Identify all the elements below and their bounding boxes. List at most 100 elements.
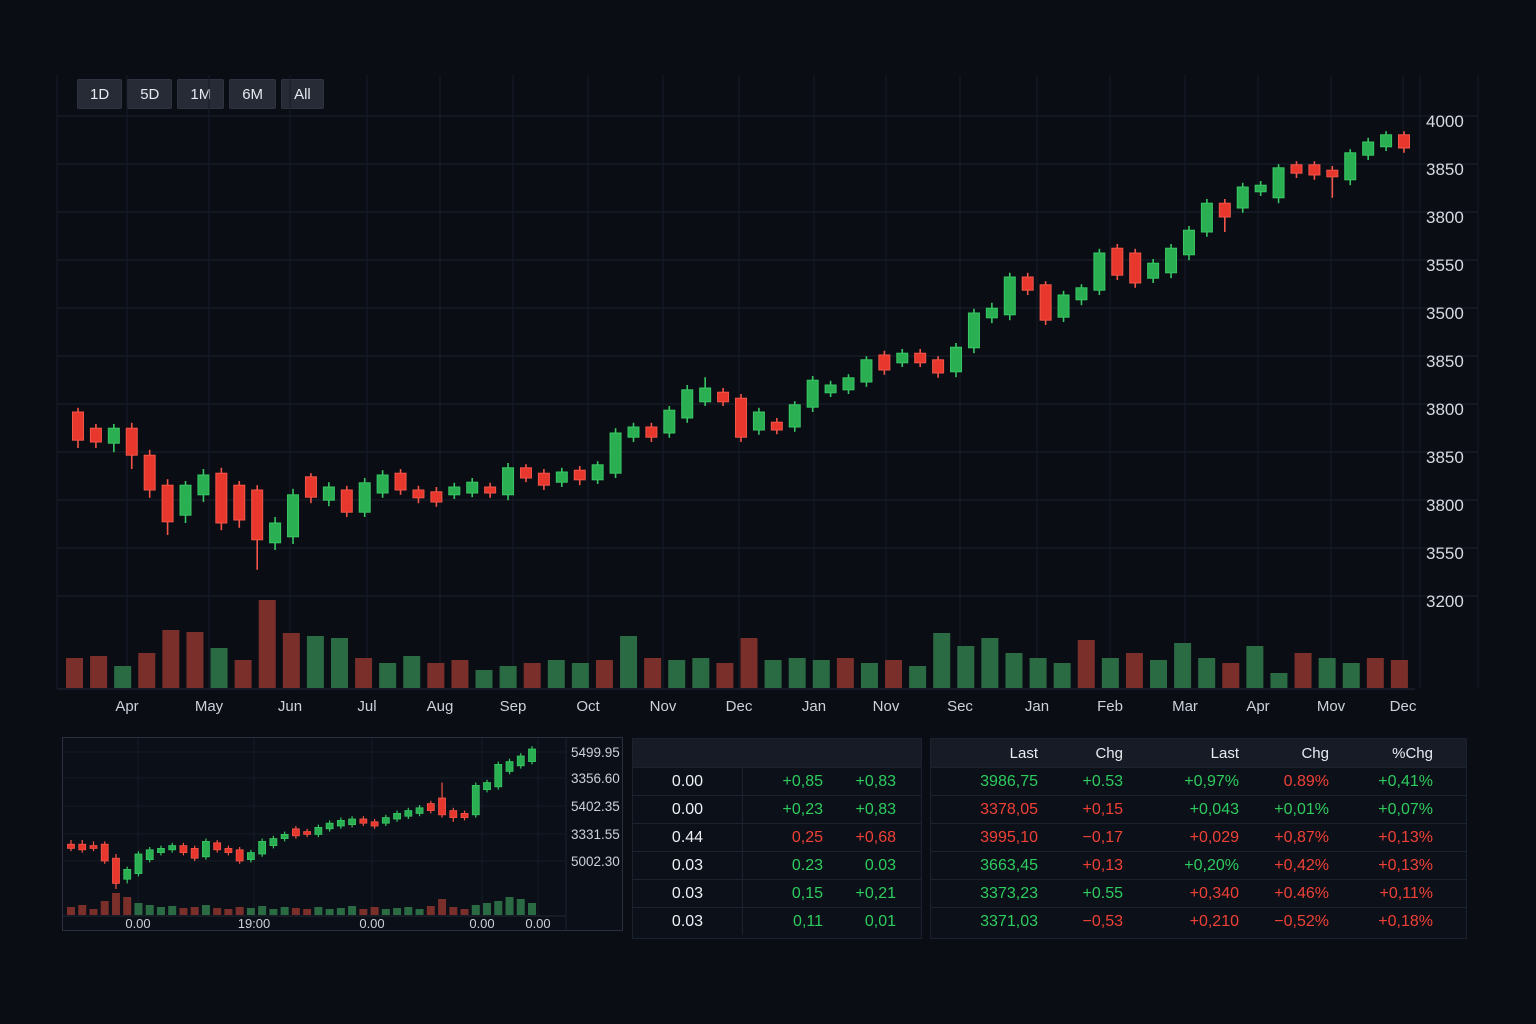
volume-bar xyxy=(330,638,348,688)
candle-body xyxy=(985,307,998,319)
quotes-row[interactable]: 0.00 +0,23 +0,83 xyxy=(633,795,921,823)
table-cell: 3986,75 xyxy=(980,772,1038,790)
watchlist-row[interactable]: 3378,05 +0,15 +0,043 +0,01% +0,07% xyxy=(931,795,1466,823)
candle-body xyxy=(537,472,550,486)
volume-bar xyxy=(134,903,143,915)
volume-bar xyxy=(1342,663,1360,688)
range-button-1d[interactable]: 1D xyxy=(77,79,123,109)
table-cell: 0.89% xyxy=(1283,772,1329,790)
candle-body xyxy=(448,486,461,496)
range-button-5d[interactable]: 5D xyxy=(127,79,173,109)
range-button-all[interactable]: All xyxy=(281,79,324,109)
candle-body xyxy=(806,379,819,408)
x-axis-label: Sep xyxy=(500,698,527,715)
mini-y-axis-label: 5402.35 xyxy=(571,799,620,814)
x-axis-label: Feb xyxy=(1097,698,1123,715)
watchlist-table-header: Last Chg Last Chg %Chg xyxy=(931,739,1466,767)
candle-body xyxy=(235,849,244,862)
volume-bar xyxy=(438,899,447,915)
table-cell: +0,01% xyxy=(1274,800,1329,818)
candle-body xyxy=(449,810,458,818)
candle-body xyxy=(394,472,407,491)
volume-bar xyxy=(314,907,323,915)
table-cell: +0,97% xyxy=(1184,772,1239,790)
quotes-row[interactable]: 0.00 +0,85 +0,83 xyxy=(633,767,921,795)
table-cell: 3378,05 xyxy=(980,800,1038,818)
quotes-row[interactable]: 0.44 0,25 +0,68 xyxy=(633,823,921,851)
volume-bar xyxy=(210,648,228,688)
volume-bar xyxy=(1318,658,1336,688)
candle-body xyxy=(359,818,368,824)
column-header-last-2[interactable]: Last xyxy=(1210,744,1239,762)
y-axis-label: 3550 xyxy=(1426,544,1464,563)
column-header-last[interactable]: Last xyxy=(1009,744,1038,762)
volume-bar xyxy=(1246,646,1264,688)
quotes-row[interactable]: 0.03 0,11 0,01 xyxy=(633,907,921,935)
mini-chart-panel[interactable]: 5499.95 3356.60 5402.35 3331.55 5002.30 0.00 1… xyxy=(62,737,623,931)
quotes-row[interactable]: 0.03 0,15 +0,21 xyxy=(633,879,921,907)
volume-bar xyxy=(483,903,492,915)
candle-body xyxy=(1200,202,1213,233)
candle-body xyxy=(67,843,75,849)
table-cell: +0,83 xyxy=(855,772,896,790)
volume-bar xyxy=(89,909,98,915)
table-cell: 0,15 xyxy=(791,884,823,902)
column-header-chg-2[interactable]: Chg xyxy=(1301,744,1329,762)
candle-body xyxy=(426,803,435,811)
watchlist-row[interactable]: 3371,03 −0,53 +0,210 −0,52% +0,18% xyxy=(931,907,1466,935)
volume-bar xyxy=(933,633,951,688)
volume-bar xyxy=(234,660,252,688)
main-chart-svg: 4000 3850 3800 3550 3500 3850 3800 3850 3800 3550… xyxy=(56,75,1479,715)
column-header-pct-chg[interactable]: %Chg xyxy=(1392,744,1433,762)
volume-bar xyxy=(114,666,132,688)
volume-bar xyxy=(1029,658,1047,688)
volume-bar xyxy=(885,660,903,688)
main-candlestick-chart[interactable]: 4000 3850 3800 3550 3500 3850 3800 3850 3800 3550… xyxy=(0,0,1536,729)
candle-body xyxy=(348,818,356,825)
table-cell: +0,41% xyxy=(1378,772,1433,790)
volume-bar xyxy=(528,903,536,915)
range-button-1m[interactable]: 1M xyxy=(177,79,225,109)
watchlist-row[interactable]: 3663,45 +0,13 +0,20% +0,42% +0,13% xyxy=(931,851,1466,879)
volume-bar xyxy=(505,897,514,915)
candle-body xyxy=(224,848,233,854)
volume-bar xyxy=(90,656,108,688)
candle-body xyxy=(393,813,401,820)
table-cell: 0.44 xyxy=(633,824,743,851)
x-axis-label: Jan xyxy=(802,698,826,715)
watchlist-table: Last Chg Last Chg %Chg 3986,75 +0.53 +0,97… xyxy=(930,738,1467,939)
range-button-6m[interactable]: 6M xyxy=(229,79,277,109)
volume-bar xyxy=(788,658,806,688)
candle-body xyxy=(325,822,334,830)
volume-bar xyxy=(426,906,435,915)
candle-body xyxy=(1057,294,1070,318)
candle-body xyxy=(471,785,480,816)
candle-body xyxy=(438,797,446,816)
x-axis-label: Dec xyxy=(1390,698,1417,715)
table-cell: +0,043 xyxy=(1189,800,1239,818)
candle-body xyxy=(516,755,525,767)
volume-bar xyxy=(359,909,368,915)
candle-body xyxy=(842,377,855,391)
candle-body xyxy=(1254,184,1267,193)
volume-bar xyxy=(355,658,373,688)
quotes-table-small-header xyxy=(633,739,921,767)
candle-body xyxy=(376,474,389,494)
candle-body xyxy=(1111,247,1124,276)
column-header-chg[interactable]: Chg xyxy=(1095,744,1123,762)
candle-body xyxy=(1021,276,1034,291)
table-cell: +0,83 xyxy=(855,800,896,818)
watchlist-row[interactable]: 3986,75 +0.53 +0,97% 0.89% +0,41% xyxy=(931,767,1466,795)
volume-bar xyxy=(499,666,517,688)
y-axis-label: 3550 xyxy=(1426,256,1464,275)
table-cell: +0,13 xyxy=(1082,856,1123,874)
watchlist-row[interactable]: 3373,23 +0.55 +0,340 +0.46% +0,11% xyxy=(931,879,1466,907)
quotes-row[interactable]: 0.03 0.23 0.03 xyxy=(633,851,921,879)
x-axis-label: Apr xyxy=(1246,698,1269,715)
volume-bar xyxy=(415,909,424,915)
watchlist-row[interactable]: 3995,10 −0,17 +0,029 +0,87% +0,13% xyxy=(931,823,1466,851)
volume-bar xyxy=(427,663,445,688)
table-cell: +0,15 xyxy=(1082,800,1123,818)
candle-body xyxy=(381,817,390,824)
volume-bar xyxy=(78,905,87,915)
